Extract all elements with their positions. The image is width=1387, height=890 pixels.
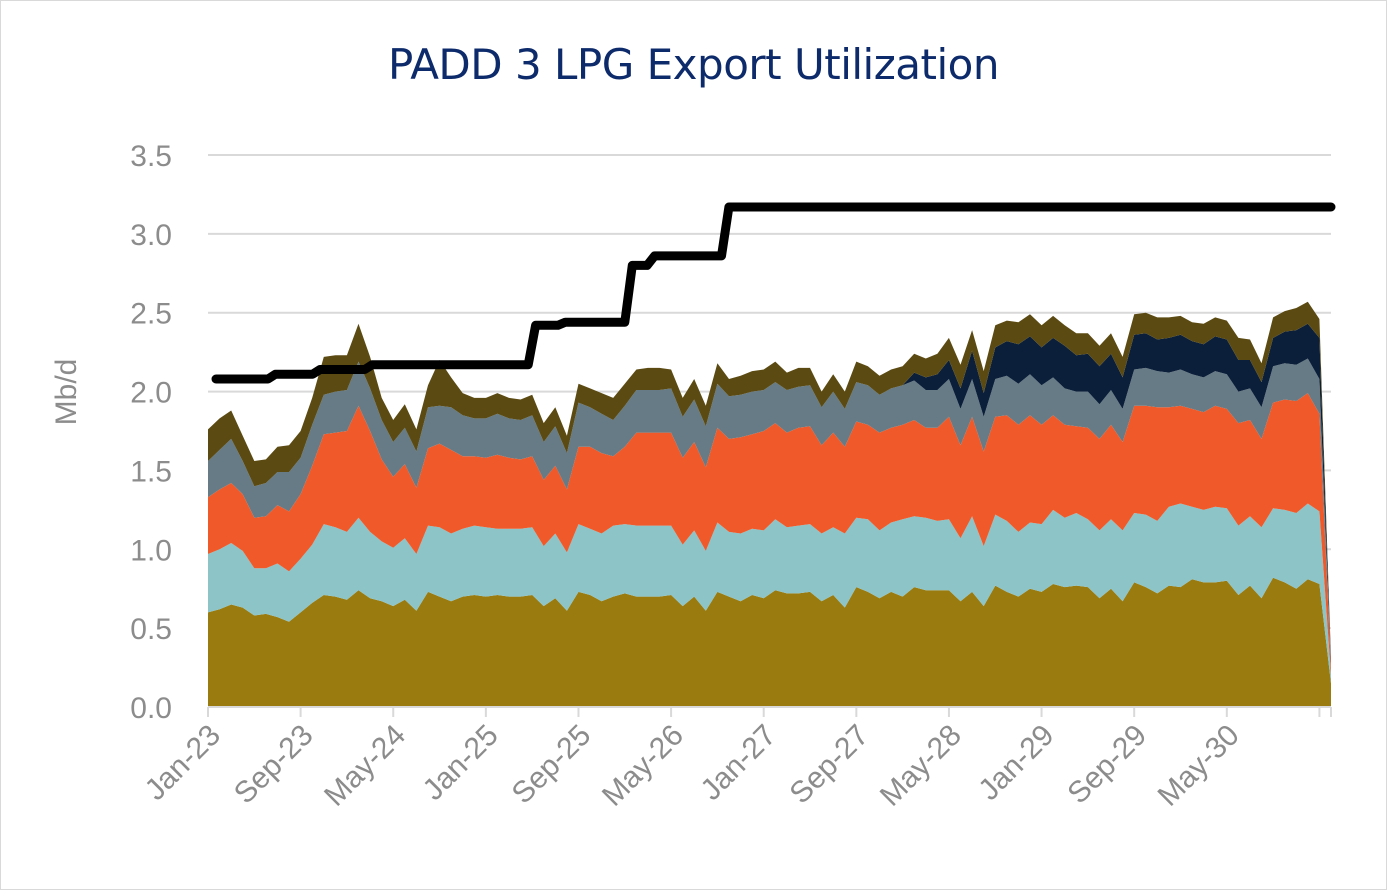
x-tick-label: Jan-23: [139, 719, 227, 807]
y-axis-title: Mb/d: [50, 359, 83, 426]
y-tick-label: 2.0: [130, 377, 172, 410]
x-tick-label: Sep-23: [228, 719, 320, 811]
chart-title: PADD 3 LPG Export Utilization: [388, 40, 999, 89]
x-tick-label: May-24: [318, 719, 412, 813]
x-tick-label: Sep-25: [506, 719, 598, 811]
stacked-areas: [208, 301, 1331, 707]
y-tick-label: 1.0: [130, 534, 172, 567]
area-series-4: [208, 358, 1331, 668]
y-tick-label: 2.5: [130, 298, 172, 331]
x-tick-label: May-30: [1152, 719, 1246, 813]
x-tick-label: Jan-29: [972, 719, 1060, 807]
y-tick-label: 3.0: [130, 219, 172, 252]
capacity-line-group: [211, 202, 1336, 384]
area-series-1: [208, 577, 1331, 707]
y-tick-label: 3.5: [130, 140, 172, 173]
x-tick-label: Sep-29: [1061, 719, 1153, 811]
x-tick-label: May-26: [596, 719, 690, 813]
area-series-3: [208, 393, 1331, 676]
x-tick-label: Sep-27: [784, 719, 876, 811]
x-tick-label: Jan-25: [417, 719, 505, 807]
capacity-line: [211, 202, 1336, 384]
area-series-5: [208, 323, 1331, 663]
area-series-6: [208, 301, 1331, 660]
x-tick-label: May-28: [874, 719, 968, 813]
y-tick-label: 0.5: [130, 613, 172, 646]
y-tick-label: 1.5: [130, 455, 172, 488]
y-tick-label: 0.0: [130, 692, 172, 725]
area-series-2: [208, 503, 1331, 684]
x-tick-label: Jan-27: [694, 719, 782, 807]
